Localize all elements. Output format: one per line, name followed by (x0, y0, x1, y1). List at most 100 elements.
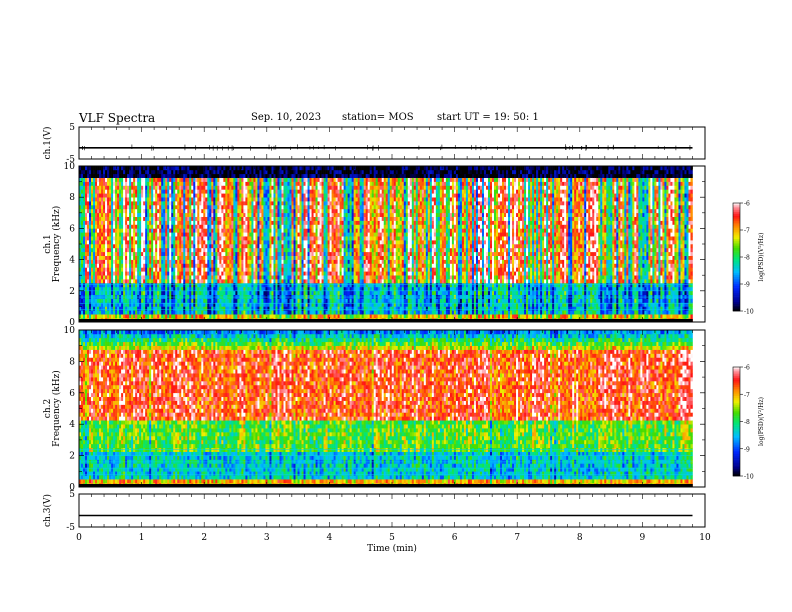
spectrogram-cell (263, 264, 265, 268)
spectrogram-cell (308, 170, 310, 174)
spectrogram-cell (197, 306, 199, 310)
spectrogram-cell (107, 260, 109, 264)
spectrogram-cell (233, 244, 235, 248)
spectrogram-cell (199, 178, 201, 182)
spectrogram-cell (201, 252, 203, 256)
spectrogram-cell (87, 213, 89, 217)
spectrogram-cell (231, 189, 233, 193)
spectrogram-cell (115, 232, 117, 236)
spectrogram-cell (103, 267, 105, 271)
spectrogram-cell (201, 174, 203, 178)
spectrogram-cell (95, 283, 97, 287)
spectrogram-cell (273, 170, 275, 174)
spectrogram-cell (271, 236, 273, 240)
spectrogram-cell (131, 217, 133, 221)
spectrogram-cell (237, 225, 239, 229)
spectrogram-cell (292, 275, 294, 279)
spectrogram-cell (139, 248, 141, 252)
spectrogram-cell (269, 228, 271, 232)
spectrogram-cell (255, 271, 257, 275)
spectrogram-cell (310, 221, 312, 225)
spectrogram-cell (189, 193, 191, 197)
spectrogram-cell (129, 240, 131, 244)
spectrogram-cell (302, 213, 304, 217)
spectrogram-cell (324, 256, 326, 260)
spectrogram-cell (211, 256, 213, 260)
spectrogram-cell (312, 228, 314, 232)
spectrogram-cell (304, 271, 306, 275)
spectrogram-cell (91, 201, 93, 205)
spectrogram-cell (225, 209, 227, 213)
spectrogram-cell (265, 283, 267, 287)
spectrogram-cell (304, 279, 306, 283)
spectrogram-cell (215, 170, 217, 174)
spectrogram-cell (113, 186, 115, 190)
spectrogram-cell (271, 283, 273, 287)
spectrogram-cell (257, 197, 259, 201)
spectrogram-cell (199, 174, 201, 178)
spectrogram-cell (298, 275, 300, 279)
spectrogram-cell (105, 197, 107, 201)
spectrogram-cell (179, 228, 181, 232)
spectrogram-cell (89, 225, 91, 229)
spectrogram-cell (271, 260, 273, 264)
spectrogram-cell (233, 283, 235, 287)
spectrogram-cell (294, 228, 296, 232)
spectrogram-cell (101, 225, 103, 229)
spectrogram-cell (157, 166, 159, 170)
spectrogram-cell (241, 174, 243, 178)
spectrogram-cell (249, 178, 251, 182)
spectrogram-cell (153, 228, 155, 232)
spectrogram-cell (296, 260, 298, 264)
spectrogram-cell (290, 186, 292, 190)
spectrogram-cell (157, 310, 159, 314)
spectrogram-cell (157, 236, 159, 240)
spectrogram-cell (179, 221, 181, 225)
spectrogram-cell (211, 217, 213, 221)
spectrogram-cell (306, 197, 308, 201)
spectrogram-cell (219, 306, 221, 310)
spectrogram-cell (177, 252, 179, 256)
spectrogram-cell (159, 264, 161, 268)
spectrogram-cell (151, 201, 153, 205)
spectrogram-cell (191, 256, 193, 260)
spectrogram-cell (141, 306, 143, 310)
spectrogram-cell (97, 244, 99, 248)
spectrogram-cell (249, 287, 251, 291)
spectrogram-cell (233, 174, 235, 178)
spectrogram-cell (117, 271, 119, 275)
spectrogram-cell (97, 201, 99, 205)
spectrogram-cell (101, 189, 103, 193)
spectrogram-cell (310, 197, 312, 201)
spectrogram-cell (173, 221, 175, 225)
spectrogram-cell (263, 271, 265, 275)
spectrogram-cell (163, 197, 165, 201)
spectrogram-cell (235, 205, 237, 209)
spectrogram-cell (306, 306, 308, 310)
spectrogram-cell (201, 228, 203, 232)
spectrogram-cell (125, 291, 127, 295)
spectrogram-cell (177, 267, 179, 271)
spectrogram-cell (127, 283, 129, 287)
spectrogram-cell (213, 228, 215, 232)
spectrogram-cell (93, 236, 95, 240)
spectrogram-cell (171, 264, 173, 268)
spectrogram-cell (324, 205, 326, 209)
spectrogram-cell (181, 174, 183, 178)
spectrogram-cell (127, 217, 129, 221)
spectrogram-cell (195, 248, 197, 252)
spectrogram-cell (135, 252, 137, 256)
spectrogram-cell (121, 240, 123, 244)
spectrogram-cell (155, 275, 157, 279)
spectrogram-cell (159, 279, 161, 283)
spectrogram-cell (259, 205, 261, 209)
spectrogram-cell (286, 248, 288, 252)
spectrogram-cell (263, 213, 265, 217)
spectrogram-cell (141, 256, 143, 260)
spectrogram-cell (87, 186, 89, 190)
spectrogram-cell (316, 306, 318, 310)
spectrogram-cell (223, 264, 225, 268)
spectrogram-cell (123, 275, 125, 279)
spectrogram-cell (259, 232, 261, 236)
spectrogram-cell (283, 283, 285, 287)
